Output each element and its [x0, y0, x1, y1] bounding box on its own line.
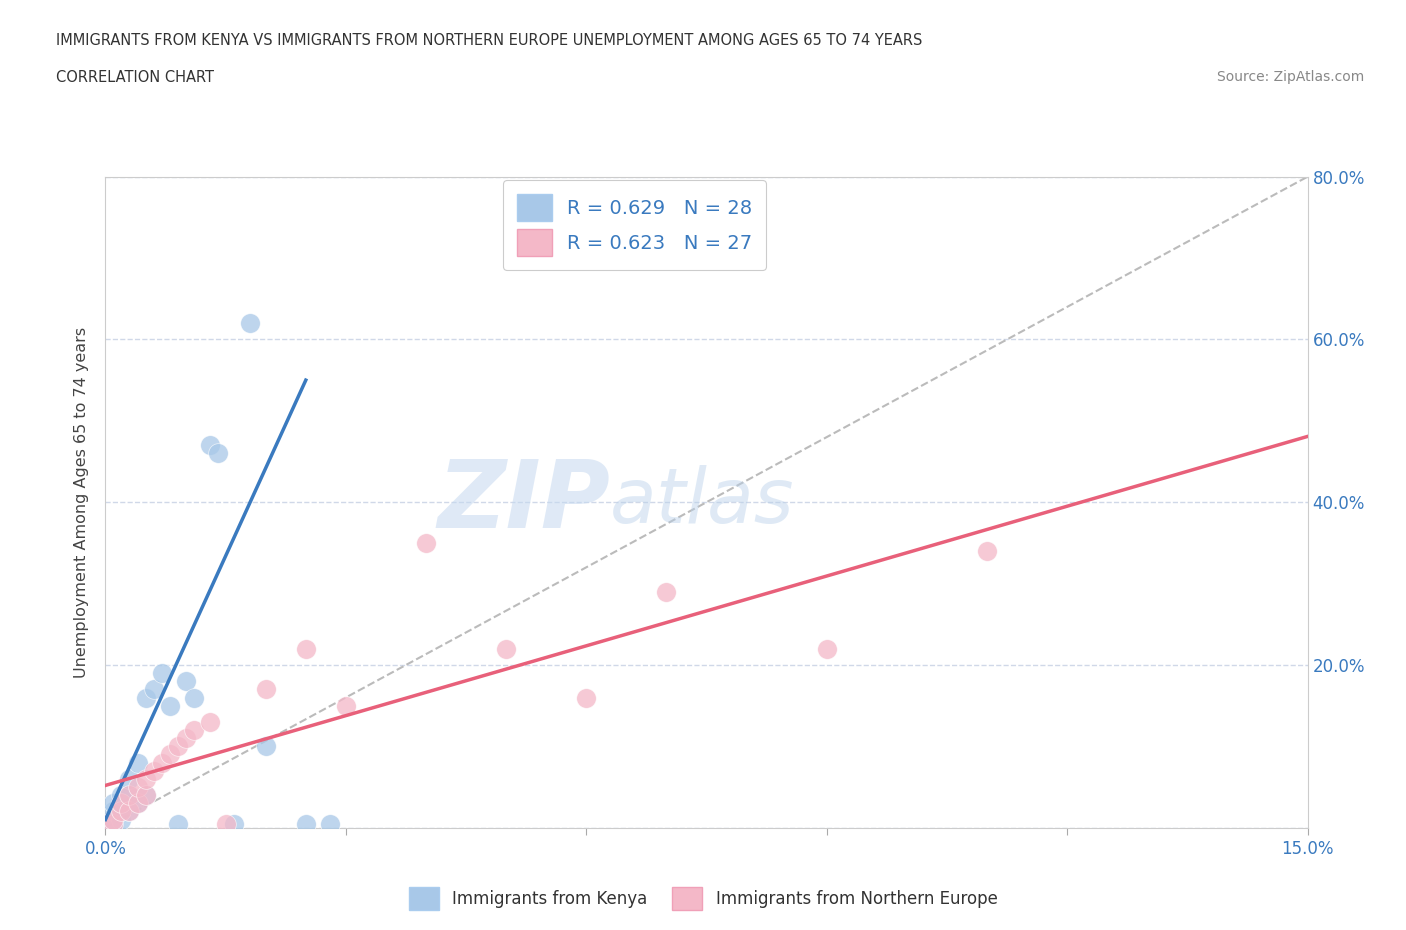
Point: [174, 674, 197, 689]
Point: [103, 817, 125, 831]
Point: [295, 817, 318, 831]
Point: [127, 755, 149, 770]
Point: [110, 788, 132, 803]
Point: [110, 812, 132, 827]
Point: [127, 779, 149, 794]
Point: [319, 817, 342, 831]
Point: [135, 690, 157, 705]
Legend: R = 0.629   N = 28, R = 0.623   N = 27: R = 0.629 N = 28, R = 0.623 N = 27: [503, 179, 766, 270]
Point: [150, 755, 173, 770]
Point: [183, 690, 205, 705]
Point: [159, 747, 181, 762]
Point: [207, 446, 229, 461]
Point: [575, 690, 598, 705]
Point: [142, 764, 165, 778]
Point: [198, 438, 221, 453]
Text: ZIP: ZIP: [437, 457, 610, 548]
Point: [118, 772, 141, 787]
Point: [118, 788, 141, 803]
Point: [127, 796, 149, 811]
Point: [159, 698, 181, 713]
Point: [976, 543, 998, 558]
Point: [174, 731, 197, 746]
Point: [198, 714, 221, 729]
Point: [127, 796, 149, 811]
Point: [295, 642, 318, 657]
Point: [103, 812, 125, 827]
Text: CORRELATION CHART: CORRELATION CHART: [56, 70, 214, 85]
Point: [166, 817, 188, 831]
Text: IMMIGRANTS FROM KENYA VS IMMIGRANTS FROM NORTHERN EUROPE UNEMPLOYMENT AMONG AGES: IMMIGRANTS FROM KENYA VS IMMIGRANTS FROM…: [56, 33, 922, 47]
Point: [222, 817, 245, 831]
Point: [118, 788, 141, 803]
Point: [118, 804, 141, 819]
Point: [135, 788, 157, 803]
Point: [214, 817, 236, 831]
Point: [415, 536, 437, 551]
Point: [110, 796, 132, 811]
Point: [103, 812, 125, 827]
Point: [135, 788, 157, 803]
Point: [110, 796, 132, 811]
Text: Source: ZipAtlas.com: Source: ZipAtlas.com: [1216, 70, 1364, 84]
Point: [103, 804, 125, 819]
Point: [335, 698, 357, 713]
Point: [103, 796, 125, 811]
Y-axis label: Unemployment Among Ages 65 to 74 years: Unemployment Among Ages 65 to 74 years: [75, 326, 90, 678]
Point: [103, 817, 125, 831]
Point: [183, 723, 205, 737]
Point: [110, 804, 132, 819]
Legend: Immigrants from Kenya, Immigrants from Northern Europe: Immigrants from Kenya, Immigrants from N…: [402, 880, 1004, 917]
Point: [142, 682, 165, 697]
Point: [239, 316, 262, 331]
Point: [110, 804, 132, 819]
Point: [166, 738, 188, 753]
Point: [254, 738, 277, 753]
Point: [254, 682, 277, 697]
Text: atlas: atlas: [610, 465, 794, 539]
Point: [118, 804, 141, 819]
Point: [495, 642, 517, 657]
Point: [135, 772, 157, 787]
Point: [150, 666, 173, 681]
Point: [655, 584, 678, 599]
Point: [815, 642, 838, 657]
